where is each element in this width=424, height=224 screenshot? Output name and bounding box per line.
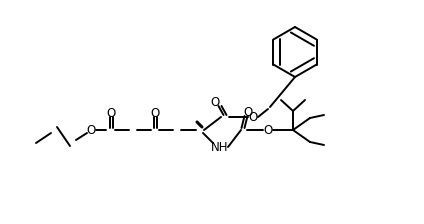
Text: O: O <box>243 106 253 118</box>
Text: O: O <box>151 106 159 119</box>
Text: O: O <box>106 106 116 119</box>
Text: O: O <box>210 95 220 108</box>
Text: O: O <box>86 123 96 136</box>
Text: O: O <box>248 110 258 123</box>
Text: O: O <box>263 123 273 136</box>
Text: NH: NH <box>211 140 229 153</box>
